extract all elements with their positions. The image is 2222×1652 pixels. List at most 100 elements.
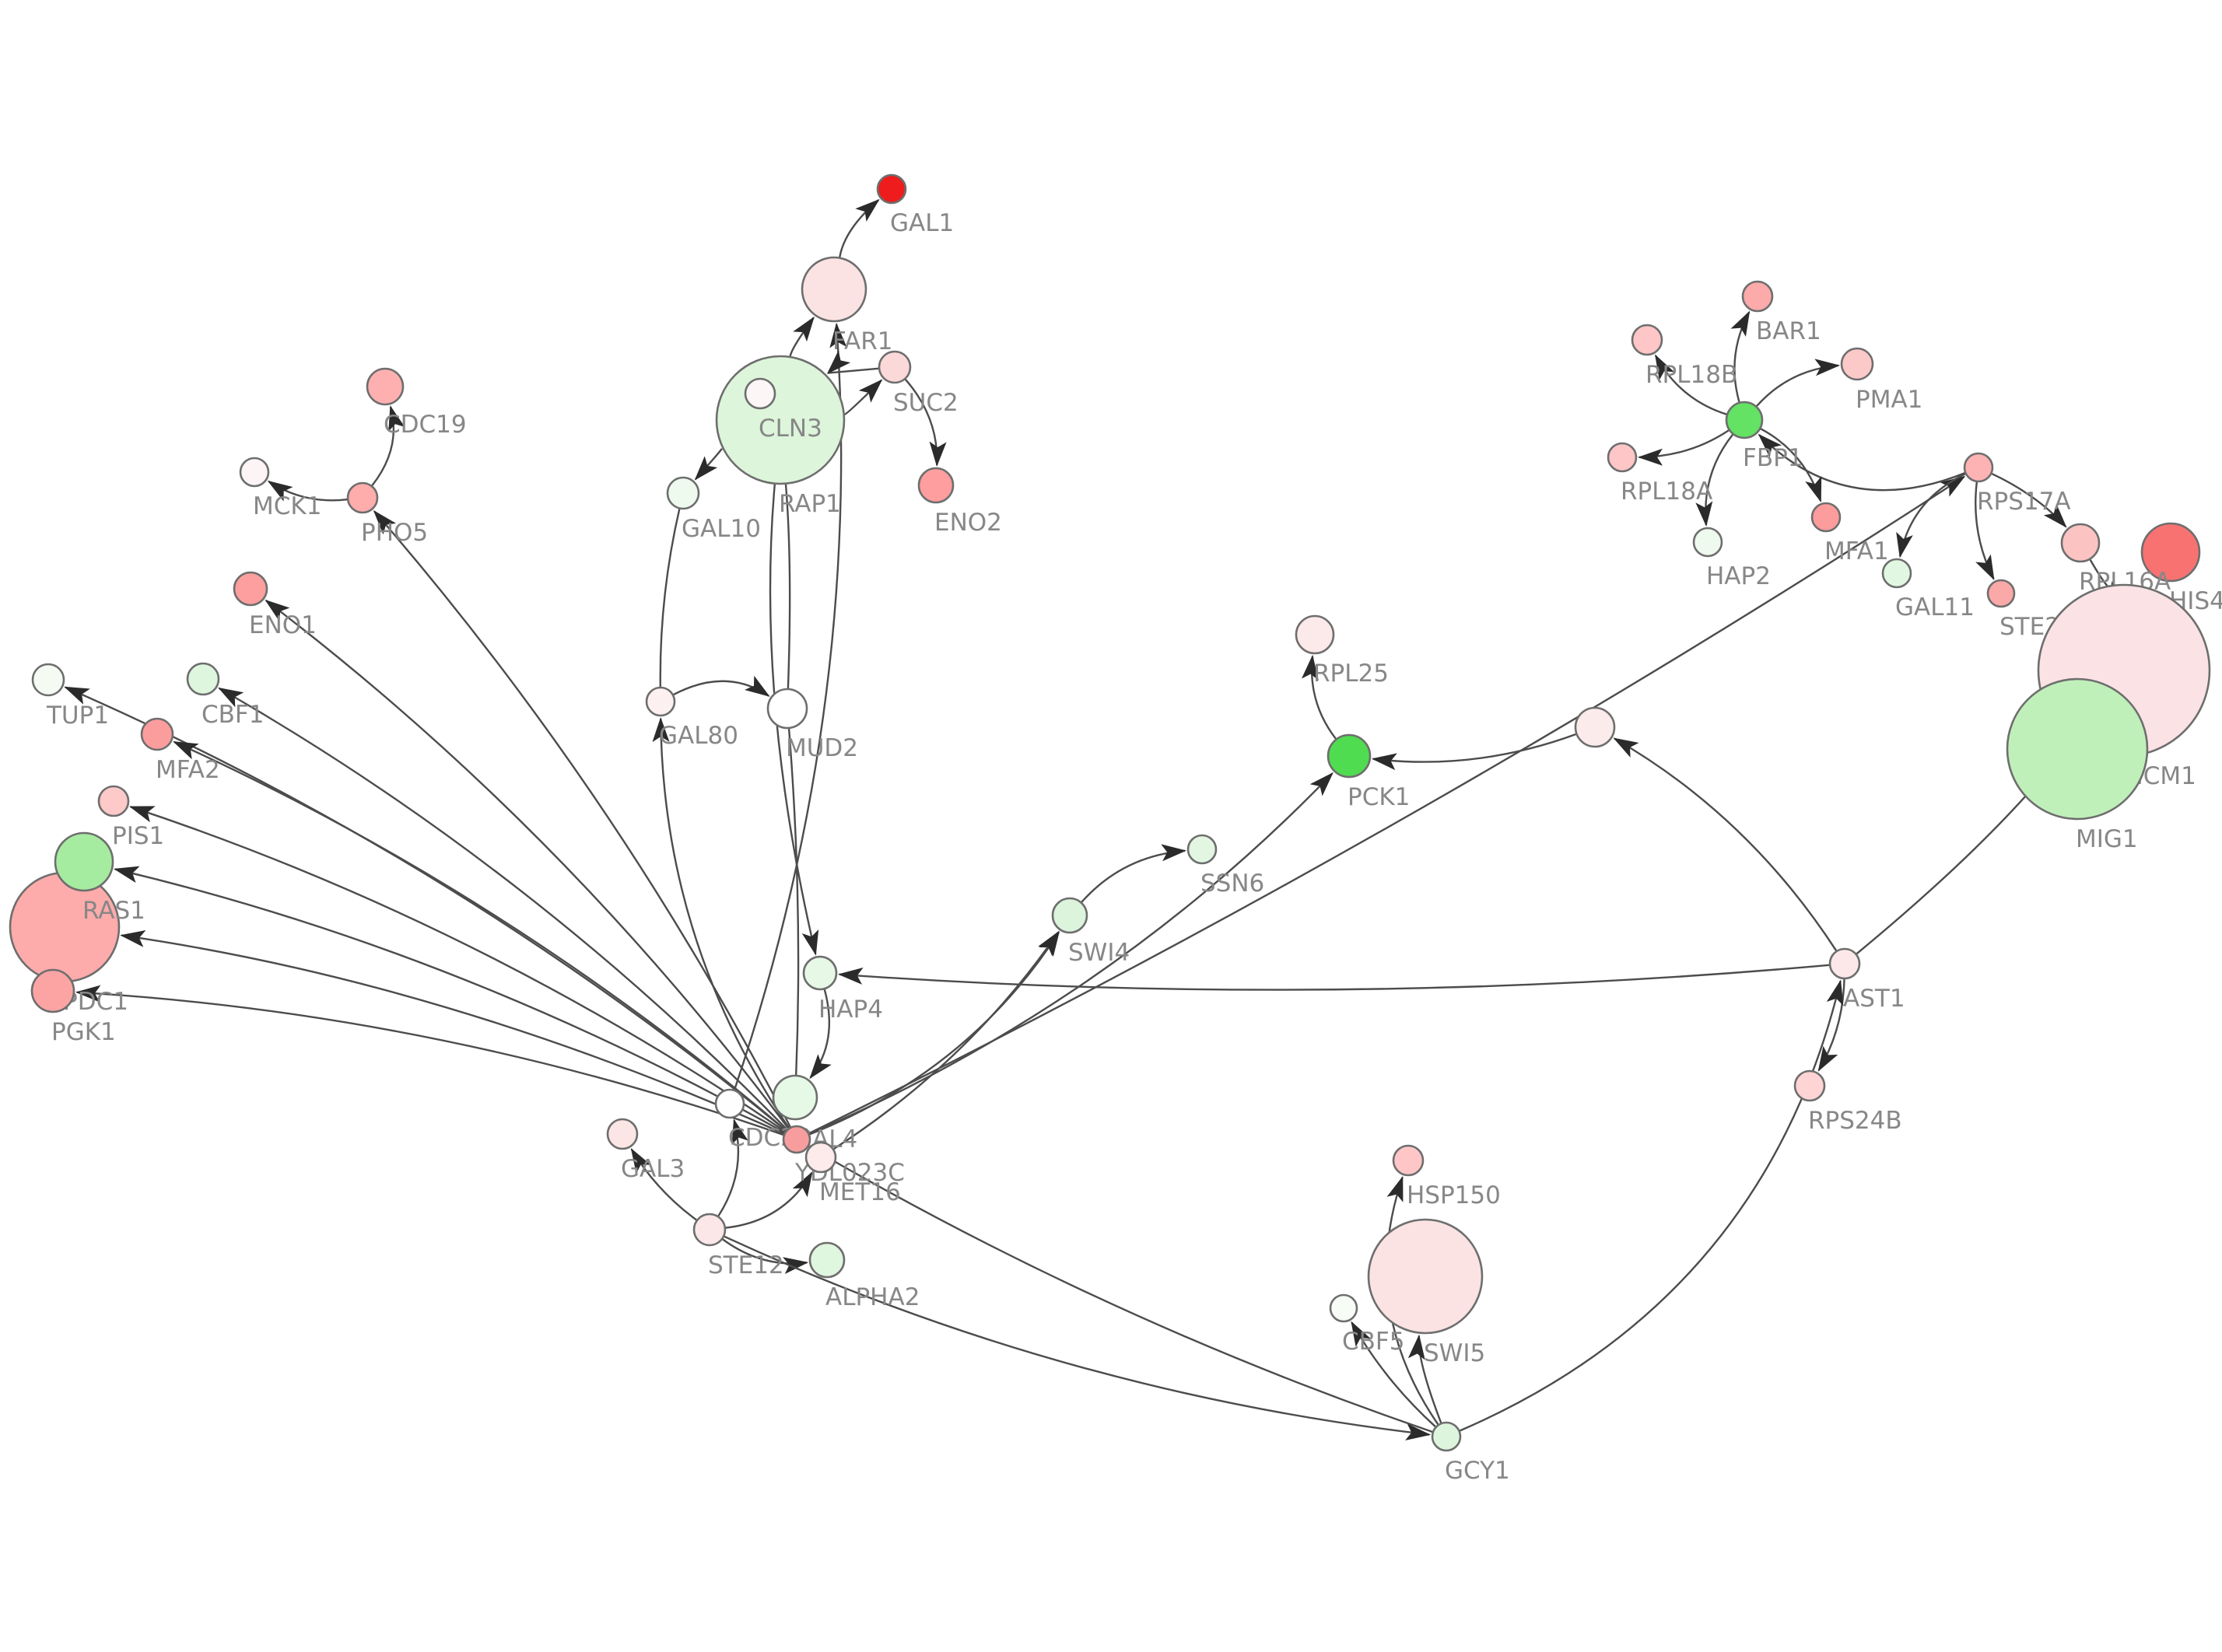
- edge-YDL023C-RPS17A: [808, 475, 1966, 1135]
- node-label-RPS17A: RPS17A: [1977, 488, 2071, 516]
- edge-RPS17A-FBP1: [1758, 433, 1965, 492]
- edge-RAP1-FAR1: [789, 316, 815, 357]
- node-group-TUP1: TUP1: [31, 663, 109, 730]
- node-group-PIS1: PIS1: [97, 785, 164, 850]
- node-CBF5[interactable]: [1329, 1293, 1358, 1323]
- node-group-RAS1: RAS1: [54, 831, 145, 925]
- edge-AST1-HAP4: [837, 964, 1830, 991]
- node-label-ENO2: ENO2: [934, 509, 1002, 537]
- node-label-MFA2: MFA2: [156, 756, 220, 784]
- node-RAS1[interactable]: [54, 831, 114, 892]
- edge-YDL023C-PDC1: [120, 929, 785, 1135]
- edge-GAL4-MUD2: [787, 727, 800, 1076]
- node-PGK1[interactable]: [30, 968, 75, 1013]
- node-ALPHA2[interactable]: [808, 1241, 846, 1279]
- node-label-BAR1: BAR1: [1756, 317, 1821, 345]
- node-label-AST1: AST1: [1843, 985, 1905, 1013]
- edge-SUC2-ENO2: [904, 379, 947, 467]
- node-GAL10[interactable]: [666, 476, 700, 510]
- node-STE12[interactable]: [692, 1213, 727, 1247]
- node-MIG1[interactable]: [2006, 677, 2149, 821]
- node-SWI4[interactable]: [1051, 897, 1088, 934]
- node-group-MFA1: MFA1: [1810, 502, 1889, 565]
- node-GAL4[interactable]: [772, 1074, 818, 1121]
- edge-FBP1-RPL18A: [1638, 429, 1730, 466]
- node-label-SUC2: SUC2: [893, 389, 959, 417]
- node-group-PCK1: PCK1: [1327, 733, 1410, 811]
- node-MCK1[interactable]: [239, 457, 270, 488]
- node-group-CBF1: CBF1: [186, 662, 264, 729]
- node-FBP1[interactable]: [1725, 401, 1764, 439]
- node-ENO2[interactable]: [917, 467, 955, 504]
- node-MFA1[interactable]: [1810, 502, 1842, 533]
- node-GAL80[interactable]: [645, 686, 676, 717]
- edge-RPS17A-GAL11: [1896, 473, 1966, 558]
- edge-SWI4-SSN6: [1081, 844, 1187, 903]
- node-CDC19[interactable]: [366, 367, 405, 406]
- node-NODE_A[interactable]: [1574, 706, 1616, 748]
- node-BAR1[interactable]: [1741, 280, 1774, 313]
- node-HAP2[interactable]: [1692, 527, 1723, 558]
- node-GAL11[interactable]: [1881, 558, 1912, 589]
- edge-YDL023C-ENO1: [265, 599, 790, 1129]
- node-label-MFA1: MFA1: [1824, 537, 1889, 565]
- node-group-ENO2: ENO2: [917, 467, 1002, 537]
- node-label-HSP150: HSP150: [1407, 1181, 1501, 1209]
- node-group-RPL18B: RPL18B: [1631, 324, 1737, 389]
- node-CLN3[interactable]: [744, 377, 776, 410]
- node-label-FBP1: FBP1: [1743, 444, 1803, 472]
- node-CDC28[interactable]: [714, 1088, 745, 1119]
- node-ENO1[interactable]: [233, 571, 268, 607]
- node-GAL3[interactable]: [606, 1118, 639, 1150]
- node-SWI5[interactable]: [1367, 1218, 1484, 1335]
- edge-YDL023C-GCY1: [808, 1146, 1434, 1433]
- node-label-PIS1: PIS1: [112, 822, 164, 850]
- edge-YDL023C-TUP1: [64, 686, 787, 1132]
- node-label-ALPHA2: ALPHA2: [825, 1283, 920, 1311]
- node-PMA1[interactable]: [1840, 347, 1874, 381]
- edge-FBP1-BAR1: [1730, 310, 1751, 403]
- node-label-HAP4: HAP4: [818, 996, 883, 1024]
- node-label-RPL25: RPL25: [1313, 660, 1389, 688]
- edge-NODE_A-PCK1: [1371, 733, 1577, 771]
- node-label-RAS1: RAS1: [82, 897, 145, 925]
- node-RPL18A[interactable]: [1607, 442, 1638, 473]
- node-HAP4[interactable]: [802, 955, 838, 991]
- node-MET16[interactable]: [804, 1141, 837, 1174]
- node-HSP150[interactable]: [1392, 1144, 1425, 1177]
- node-SSN6[interactable]: [1186, 834, 1218, 865]
- node-PCK1[interactable]: [1327, 733, 1372, 779]
- node-RPS24B[interactable]: [1793, 1069, 1826, 1102]
- node-RPL18B[interactable]: [1631, 324, 1663, 356]
- edge-FAR1-GAL1: [839, 198, 880, 257]
- node-group-ALPHA2: ALPHA2: [808, 1241, 920, 1311]
- node-RPL16A[interactable]: [2060, 523, 2101, 563]
- node-FAR1[interactable]: [801, 256, 867, 323]
- node-RPL25[interactable]: [1295, 614, 1335, 655]
- node-GAL1[interactable]: [876, 173, 907, 205]
- node-YDL023C[interactable]: [782, 1125, 811, 1154]
- edge-PHO5-CDC19: [371, 405, 405, 486]
- node-HIS4[interactable]: [2140, 522, 2201, 583]
- node-group-MFA2: MFA2: [140, 717, 220, 784]
- node-PDC1[interactable]: [9, 871, 121, 983]
- node-PHO5[interactable]: [346, 481, 379, 514]
- node-MUD2[interactable]: [766, 688, 808, 730]
- node-TUP1[interactable]: [31, 663, 65, 697]
- node-SUC2[interactable]: [878, 350, 912, 384]
- node-CBF1[interactable]: [186, 662, 220, 696]
- node-MFA2[interactable]: [140, 717, 174, 751]
- node-STE2[interactable]: [1986, 579, 2016, 608]
- node-AST1[interactable]: [1828, 947, 1861, 980]
- edge-YDL023C-CBF1: [218, 687, 788, 1130]
- node-label-CBF1: CBF1: [202, 701, 264, 729]
- node-RPS17A[interactable]: [1963, 452, 1994, 483]
- node-group-HAP4: HAP4: [802, 955, 883, 1024]
- edge-STE12-GAL3: [630, 1147, 697, 1221]
- node-group-PHO5: PHO5: [346, 481, 428, 547]
- node-group-MIG1: MIG1: [2006, 677, 2149, 853]
- node-GCY1[interactable]: [1431, 1421, 1462, 1452]
- node-group-GAL11: GAL11: [1881, 558, 1975, 621]
- node-PIS1[interactable]: [97, 785, 130, 817]
